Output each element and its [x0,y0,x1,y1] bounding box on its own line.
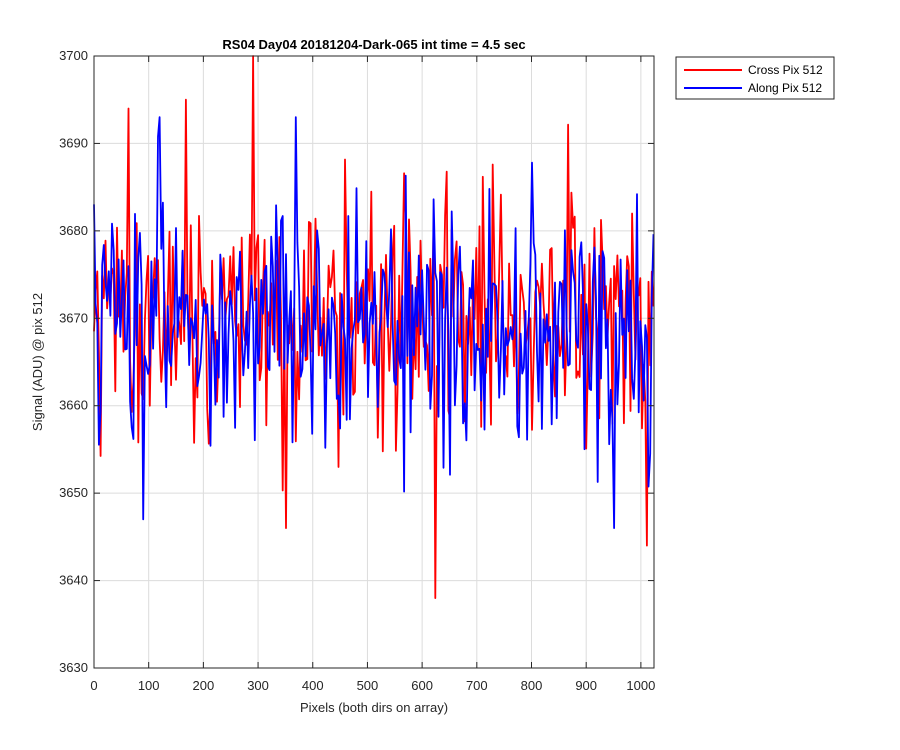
chart-title: RS04 Day04 20181204-Dark-065 int time = … [222,37,525,52]
x-tick-label: 700 [466,678,488,693]
x-tick-label: 600 [411,678,433,693]
x-tick-label: 400 [302,678,324,693]
x-tick-label: 300 [247,678,269,693]
series-group [93,55,655,599]
y-axis: 3630 3640 3650 3660 3670 3680 3690 3700 [59,48,654,675]
x-tick-label: 0 [90,678,97,693]
y-tick-label: 3640 [59,573,88,588]
x-tick-label: 100 [138,678,160,693]
legend-box [675,56,835,100]
x-tick-label: 800 [521,678,543,693]
y-tick-label: 3660 [59,398,88,413]
x-tick-label: 900 [575,678,597,693]
y-tick-label: 3670 [59,310,88,325]
x-axis-label: Pixels (both dirs on array) [300,700,448,715]
y-tick-label: 3630 [59,660,88,675]
series-line [93,55,655,599]
y-tick-label: 3690 [59,135,88,150]
y-axis-label: Signal (ADU) @ pix 512 [30,293,45,431]
legend-label-along: Along Pix 512 [748,81,822,95]
series-line [93,116,655,529]
plot-frame [93,55,655,669]
legend-label-cross: Cross Pix 512 [748,63,823,77]
y-tick-label: 3700 [59,48,88,63]
y-tick-label: 3650 [59,485,88,500]
x-axis: 0 100 200 300 400 500 600 700 800 900 1000 [90,56,655,693]
x-tick-label: 1000 [626,678,655,693]
legend[interactable]: Cross Pix 512 Along Pix 512 [675,56,835,100]
x-tick-label: 500 [357,678,379,693]
y-tick-label: 3680 [59,223,88,238]
x-tick-label: 200 [193,678,215,693]
